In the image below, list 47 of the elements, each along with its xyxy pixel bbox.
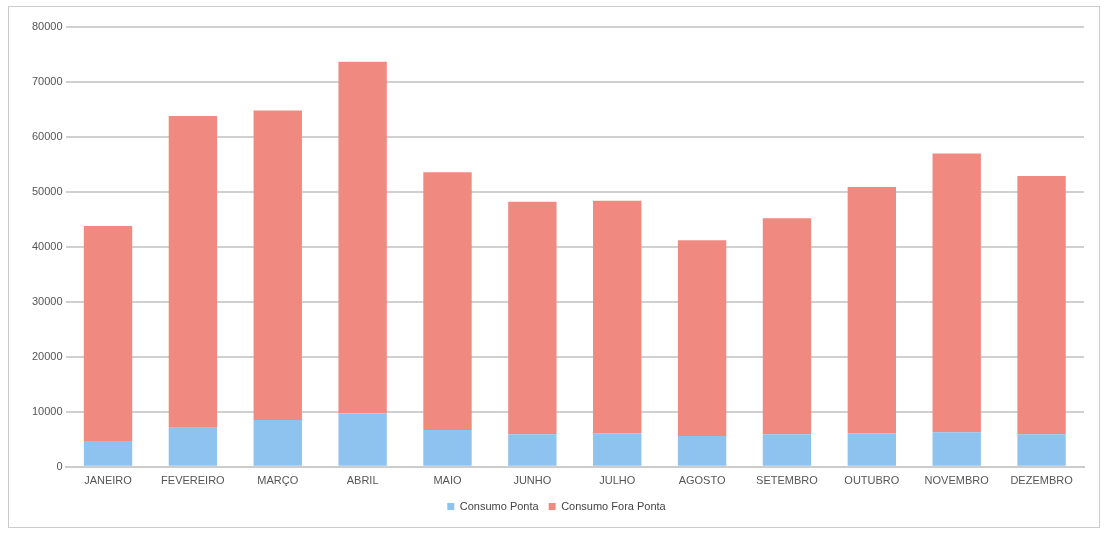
bar	[253, 110, 302, 421]
legend-label: Consumo Fora Ponta	[561, 499, 667, 512]
x-tick-label: FEVEREIRO	[161, 474, 226, 487]
y-tick-label: 20000	[31, 349, 63, 362]
x-tick-label: JUNHO	[513, 474, 552, 487]
bar	[1017, 175, 1066, 435]
legend-label: Consumo Ponta	[459, 499, 540, 512]
bar	[677, 240, 727, 437]
y-tick-label: 0	[56, 459, 63, 472]
bar	[83, 226, 133, 441]
bar	[338, 413, 387, 466]
bar	[253, 420, 302, 466]
bar	[338, 61, 387, 414]
bar	[932, 432, 981, 466]
bar	[593, 433, 642, 466]
x-tick-label: ABRIL	[346, 474, 379, 487]
bar	[762, 434, 812, 466]
x-tick-label: SETEMBRO	[756, 474, 819, 487]
y-tick-label: 50000	[31, 184, 63, 197]
bar	[762, 218, 812, 435]
bar	[423, 172, 472, 430]
x-tick-label: DEZEMBRO	[1010, 474, 1074, 487]
bar	[847, 433, 897, 466]
bar	[168, 116, 218, 428]
x-tick-label: MARÇO	[257, 474, 299, 487]
y-tick-label: 80000	[31, 20, 63, 33]
x-tick-label: JULHO	[599, 474, 636, 487]
bar	[83, 440, 133, 466]
bar	[423, 429, 472, 466]
x-tick-label: OUTUBRO	[844, 474, 900, 487]
y-tick-label: 40000	[31, 239, 63, 252]
y-tick-label: 10000	[31, 404, 63, 417]
bar	[508, 201, 557, 435]
y-tick-label: 60000	[31, 129, 63, 142]
bar	[593, 200, 642, 434]
x-tick-label: AGOSTO	[678, 474, 726, 487]
y-tick-label: 30000	[31, 294, 63, 307]
y-tick-label: 70000	[31, 75, 63, 88]
bar	[932, 153, 981, 433]
bar	[168, 427, 218, 466]
bar	[847, 186, 897, 434]
bar	[1017, 434, 1066, 466]
bar	[508, 434, 557, 466]
x-tick-label: NOVEMBRO	[924, 474, 990, 487]
x-tick-label: MAIO	[433, 474, 462, 487]
bar	[677, 436, 727, 466]
x-tick-label: JANEIRO	[84, 474, 133, 487]
